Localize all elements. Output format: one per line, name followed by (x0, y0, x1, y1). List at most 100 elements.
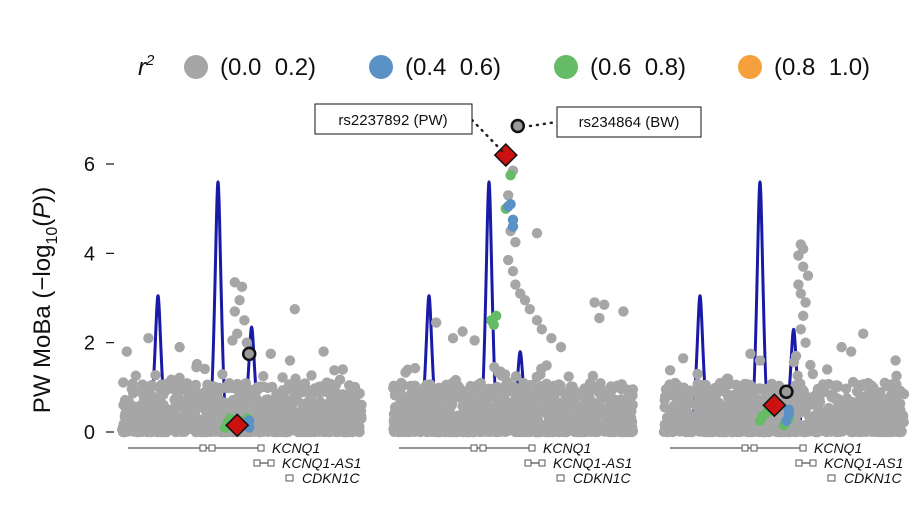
bw-lead-snp-left (241, 346, 257, 362)
snp-point-high (879, 377, 890, 389)
legend-label-2: (0.6 0.8) (590, 54, 686, 81)
snp-point (319, 426, 330, 438)
snp-point (554, 426, 566, 438)
snp-point (154, 421, 166, 432)
snp-point (792, 370, 803, 381)
snp-point (120, 426, 132, 437)
snp-point (389, 383, 401, 394)
snp-point-high (241, 337, 252, 348)
snp-point-high (800, 297, 811, 308)
snp-point-high (836, 341, 847, 353)
snp-point (792, 421, 803, 432)
snp-point (809, 390, 820, 402)
snp-point-high (798, 310, 809, 322)
snp-point (306, 370, 317, 381)
snp-point (494, 423, 505, 435)
snp-point (825, 411, 837, 422)
snp-point (545, 414, 556, 426)
snp-point (153, 382, 164, 393)
y-tick-label-6: 6 (84, 154, 95, 176)
snp-point (473, 419, 484, 431)
snp-point (134, 426, 145, 437)
callout-leader-bw (528, 120, 559, 128)
snp-point (231, 394, 242, 406)
callout-label-pw: rs2237892 (PW) (338, 112, 447, 129)
snp-point-high (289, 303, 300, 315)
snp-point (329, 391, 340, 403)
snp-point (457, 413, 468, 425)
snp-point (883, 407, 895, 419)
snp-point-high (503, 254, 514, 266)
legend-label-1: (0.4 0.6) (405, 54, 501, 81)
snp-point (622, 426, 634, 438)
snp-point-r2-06-08 (491, 310, 502, 322)
snp-point (184, 406, 195, 417)
snp-point (322, 407, 333, 419)
snp-point (877, 424, 888, 435)
gene-label-cdkn1c-left: CDKN1C (302, 470, 360, 486)
legend-label-3: (0.8 1.0) (774, 54, 870, 81)
snp-point (521, 400, 532, 412)
snp-point-high (678, 353, 689, 364)
snp-point (297, 405, 308, 416)
snp-point-high (807, 368, 818, 380)
snp-point-high (229, 306, 240, 317)
snp-point (861, 425, 872, 437)
snp-point-high (546, 333, 557, 344)
snp-point (147, 394, 159, 405)
snp-point (659, 402, 670, 413)
snp-point (421, 379, 432, 390)
snp-point (164, 378, 175, 390)
snp-point (593, 424, 605, 435)
snp-point (165, 415, 176, 427)
gene-label-kcnq1-right: KCNQ1 (814, 440, 862, 456)
snp-point (219, 382, 230, 393)
snp-point (138, 406, 149, 417)
callout-box-bw (556, 106, 702, 138)
snp-point (869, 405, 880, 417)
snp-point (253, 404, 264, 416)
snp-point (274, 410, 286, 422)
snp-point (541, 360, 552, 371)
snp-point (535, 369, 546, 380)
snp-point (893, 426, 905, 437)
snp-point (399, 413, 411, 424)
snp-point (558, 401, 569, 412)
snp-point (254, 381, 265, 392)
snp-point (518, 379, 529, 391)
snp-point (404, 392, 415, 404)
snp-point (199, 363, 211, 375)
snp-point (441, 406, 453, 418)
snp-point-high (337, 364, 348, 375)
snp-point (329, 365, 340, 376)
snp-point (427, 404, 439, 416)
snp-point (489, 361, 500, 373)
snp-point (507, 400, 518, 411)
snp-point (594, 388, 605, 399)
snp-point-high (531, 228, 543, 239)
snp-point (769, 421, 780, 432)
snp-point (219, 397, 231, 408)
snp-point (337, 393, 348, 404)
snp-point (606, 383, 618, 395)
snp-point-high (431, 317, 442, 328)
snp-point (277, 372, 288, 383)
snp-point (156, 399, 168, 410)
snp-point (155, 390, 166, 402)
snp-point (127, 385, 139, 396)
snp-point-high (555, 341, 567, 353)
snp-point (238, 380, 249, 392)
snp-point-r2-04-06 (503, 201, 514, 212)
snp-point (395, 391, 407, 402)
snp-point-high (793, 279, 804, 290)
snp-point (711, 412, 723, 424)
snp-point-high (536, 324, 547, 335)
snp-point (587, 370, 599, 382)
snp-point (510, 371, 522, 382)
gene-label-kcnq1-as1-right: KCNQ1-AS1 (824, 455, 903, 471)
snp-point (817, 407, 829, 418)
snp-point (794, 393, 806, 405)
